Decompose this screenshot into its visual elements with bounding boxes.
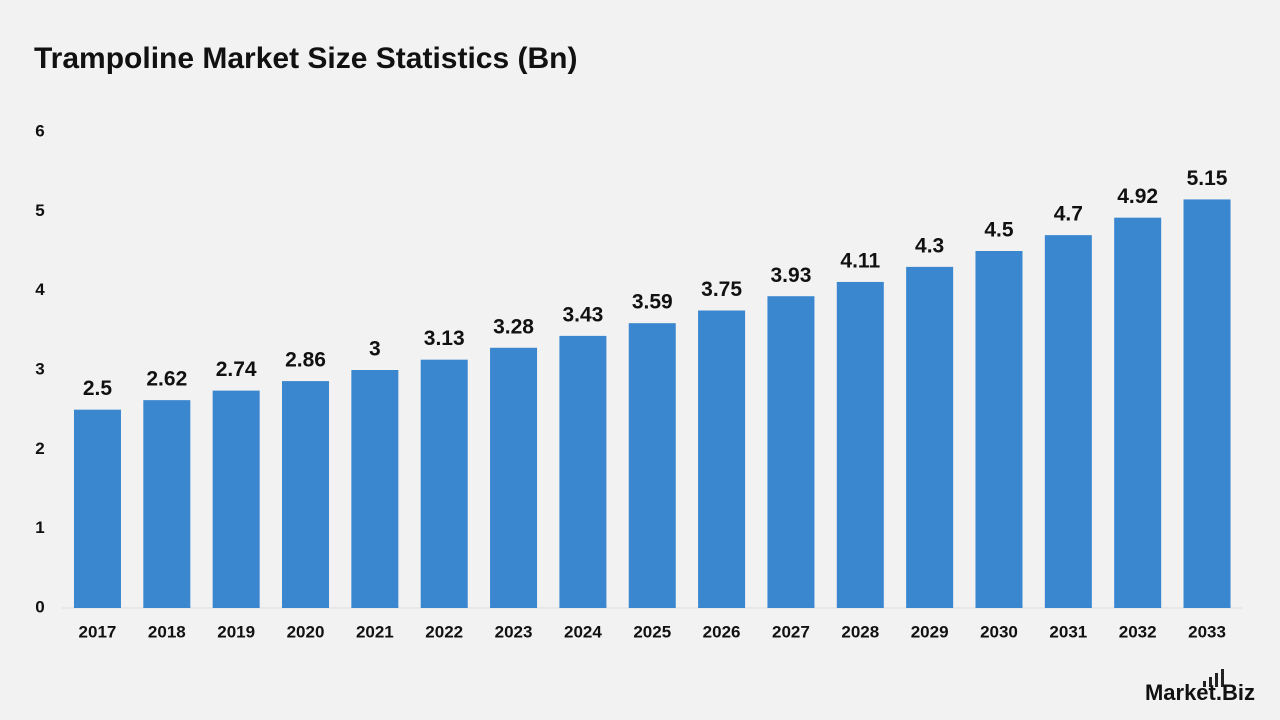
bar: [420, 359, 468, 608]
bar: [906, 266, 954, 608]
x-tick-label: 2022: [425, 622, 463, 641]
value-label: 3.28: [493, 315, 534, 338]
bar: [490, 347, 538, 608]
bar: [767, 296, 815, 608]
bar: [559, 335, 607, 608]
x-tick-label: 2021: [356, 622, 394, 641]
value-label: 3.93: [771, 264, 812, 287]
x-tick-label: 2023: [495, 622, 533, 641]
x-tick-label: 2028: [841, 622, 879, 641]
brand-icon: [1203, 669, 1224, 687]
value-label: 2.5: [83, 377, 113, 400]
bar: [975, 251, 1023, 608]
bar: [143, 400, 191, 608]
bar: [73, 409, 121, 608]
x-tick-label: 2020: [287, 622, 325, 641]
bar: [1044, 235, 1092, 608]
x-tick-label: 2019: [217, 622, 255, 641]
bar: [1183, 199, 1231, 608]
y-tick-label: 0: [35, 597, 44, 616]
y-tick-label: 3: [35, 359, 44, 378]
bar: [836, 281, 884, 608]
value-label: 4.3: [915, 234, 944, 257]
chart-title: Trampoline Market Size Statistics (Bn): [34, 42, 577, 75]
x-tick-label: 2018: [148, 622, 186, 641]
x-tick-label: 2031: [1049, 622, 1087, 641]
x-tick-label: 2017: [79, 622, 117, 641]
value-label: 2.74: [216, 358, 257, 381]
y-tick-label: 6: [35, 121, 44, 140]
value-label: 3.59: [632, 291, 673, 314]
value-label: 3.75: [701, 278, 742, 301]
value-label: 3.43: [562, 303, 603, 326]
bar: [628, 323, 676, 608]
value-label: 4.92: [1117, 185, 1158, 208]
x-tick-label: 2030: [980, 622, 1018, 641]
y-tick-label: 2: [35, 439, 44, 458]
x-tick-label: 2025: [633, 622, 671, 641]
value-label: 2.62: [146, 368, 187, 391]
value-label: 2.86: [285, 349, 326, 372]
x-tick-label: 2029: [911, 622, 949, 641]
value-label: 3.13: [424, 327, 465, 350]
brand-logo: Market.Biz: [1145, 680, 1255, 705]
x-tick-label: 2033: [1188, 622, 1226, 641]
bar: [698, 310, 746, 608]
x-tick-label: 2027: [772, 622, 810, 641]
x-tick-label: 2032: [1119, 622, 1157, 641]
value-label: 3: [369, 338, 381, 361]
bar: [212, 390, 260, 608]
y-tick-label: 5: [35, 201, 44, 220]
y-tick-label: 4: [35, 280, 45, 299]
value-label: 4.5: [984, 219, 1014, 242]
value-label: 4.7: [1054, 203, 1083, 226]
bar: [1114, 217, 1162, 608]
x-tick-label: 2026: [703, 622, 741, 641]
bar: [351, 370, 399, 608]
x-tick-label: 2024: [564, 622, 602, 641]
value-label: 4.11: [840, 249, 880, 272]
y-tick-label: 1: [35, 518, 44, 537]
value-label: 5.15: [1187, 167, 1228, 190]
bar: [282, 381, 330, 608]
